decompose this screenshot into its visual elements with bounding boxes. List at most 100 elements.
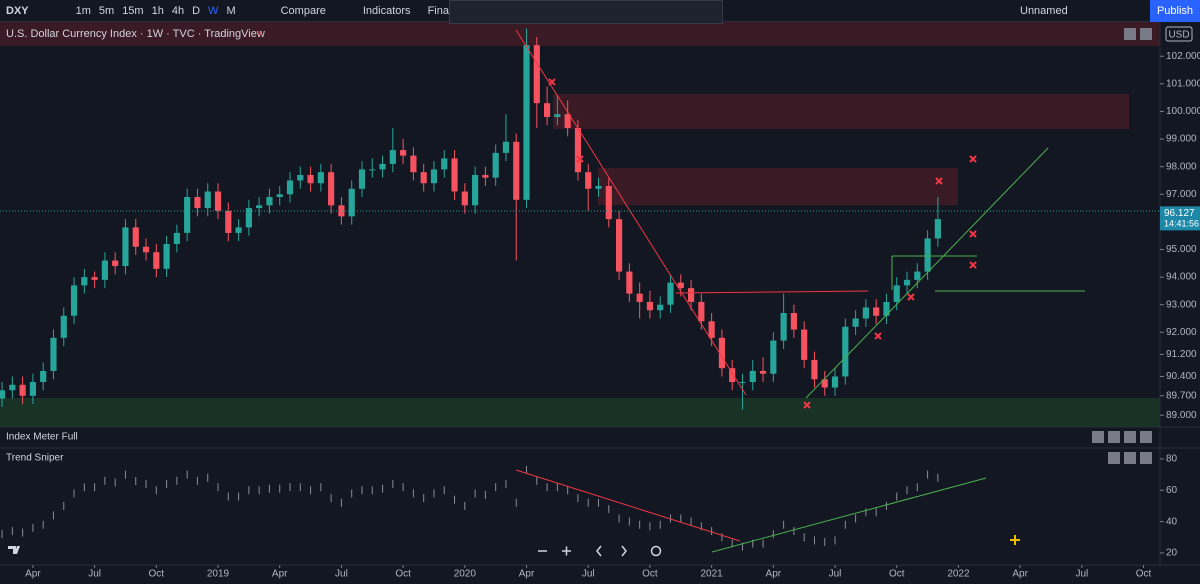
level-line [675,290,869,294]
pane-button[interactable] [1124,452,1136,464]
candle-body [214,191,222,211]
y-tick-label: 90.400 [1166,371,1197,382]
x-tick-label: Oct [889,569,905,580]
x-tick-label: Oct [1136,569,1152,580]
resistance-zone [0,22,1160,46]
interval[interactable]: 1h [151,4,164,17]
pane-button[interactable] [1140,452,1152,464]
y-tick-label: 60 [1166,485,1178,496]
candle-body [729,368,736,382]
y-tick-label: 102.000 [1166,51,1200,62]
candle-body [842,326,849,377]
candle-body [811,359,818,380]
signal-markers [548,78,977,409]
candle-body [821,379,828,388]
candle-body [873,307,880,316]
candle-body [544,103,551,117]
candle-body [348,188,355,217]
indicator-legend: Index Meter Full [6,432,78,443]
candle-body [317,172,324,184]
signal-cross [548,78,556,86]
interval[interactable]: W [208,4,219,17]
candle-body [852,318,859,327]
candle-body [225,210,232,233]
candle-body [441,158,448,170]
pane-button[interactable] [1092,431,1104,443]
signal-cross [969,155,977,163]
interval[interactable]: 4h [171,4,185,17]
candle-body [934,219,941,239]
candle-body [646,301,654,311]
indicators[interactable]: Indicators [362,4,411,17]
scroll-right[interactable] [621,545,627,557]
candle-body [245,208,252,228]
candle-body [780,312,787,341]
pane-button[interactable] [1124,28,1136,40]
candle-body [461,191,468,206]
scroll-left[interactable] [596,545,602,557]
series [0,28,941,551]
y-tick-label: 93.000 [1166,299,1197,310]
interval[interactable]: D [192,4,201,17]
y-tick-label: 92.000 [1166,327,1197,338]
candle-body [523,45,530,200]
candle-body [513,141,520,200]
y-tick-label: 89.700 [1166,390,1197,401]
interval[interactable]: 1m [75,4,91,17]
zoom-in[interactable] [562,546,571,556]
candle-body [554,114,561,117]
signal-cross [803,401,811,409]
candle-body [533,45,540,104]
candle-body [40,370,47,382]
pane-button[interactable] [1140,431,1152,443]
indicator-legend: Trend Sniper [6,453,64,464]
candle-body [482,174,489,178]
symbol[interactable]: DXY [6,4,29,17]
layout-name[interactable]: Unnamed [1020,4,1068,17]
candle-body [708,321,715,338]
candle-body [29,382,36,396]
countdown: 14:41:56 [1164,219,1199,229]
candle-body [173,232,180,244]
candle-body [338,205,345,217]
y-tick-label: 89.000 [1166,410,1197,421]
candle-body [389,150,396,164]
interval[interactable]: M [226,4,236,17]
pane-button[interactable] [1108,452,1120,464]
reset[interactable] [650,545,662,557]
supply-zone [553,94,1129,129]
interval[interactable]: 15m [122,4,144,17]
candle-body [636,293,643,302]
pane-button[interactable] [1140,28,1152,40]
candle-body [184,197,191,233]
candle-body [112,260,119,267]
interval[interactable]: 5m [98,4,115,17]
y-tick-label: 98.000 [1166,161,1197,172]
signal-cross [969,230,977,238]
candle-body [307,174,314,184]
cursor [1010,535,1020,545]
financials[interactable]: Finar [427,4,453,17]
signal-cross [576,155,584,163]
candle-body [687,288,695,302]
candle-body [667,282,674,305]
chart-title: U.S. Dollar Currency Index · 1W · TVC · … [6,28,265,40]
candle-body [122,227,129,267]
signal-cross [935,177,943,185]
candle-body [9,384,16,391]
candle-body [770,340,777,374]
pane-button[interactable] [1108,431,1120,443]
candle-body [132,227,139,247]
candle-body [101,260,108,280]
signal-cross [874,332,882,340]
candle-body [564,114,571,129]
currency-badge[interactable] [1165,26,1193,42]
candle-body [286,180,294,195]
x-tick-label: Oct [642,569,658,580]
compare[interactable]: Compare [280,4,326,17]
pane-button[interactable] [1124,431,1136,443]
publish-button[interactable]: Publish [1150,0,1200,22]
candle-body [19,384,26,396]
y-tick-label: 99.000 [1166,134,1197,145]
